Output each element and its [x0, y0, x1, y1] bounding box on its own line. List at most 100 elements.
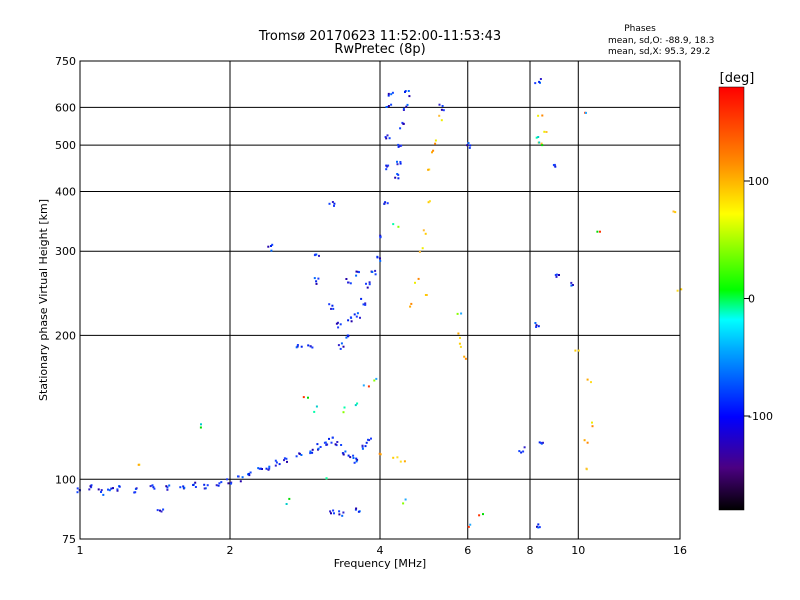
data-point — [680, 288, 683, 291]
data-point — [330, 307, 332, 310]
data-point — [365, 441, 368, 444]
data-point — [522, 450, 525, 453]
data-point — [367, 438, 369, 441]
stats-x-mode: mean, sd,X: 95.3, 29.2 — [608, 47, 710, 57]
data-point — [343, 406, 346, 409]
data-point — [338, 513, 341, 516]
data-point — [364, 302, 367, 305]
data-point — [409, 305, 412, 308]
data-point — [340, 444, 343, 446]
data-point — [331, 304, 334, 307]
data-point — [194, 486, 197, 488]
data-point — [577, 349, 580, 352]
data-point — [354, 404, 357, 407]
data-point — [333, 202, 336, 205]
chart-title: Tromsø 20170623 11:52:00-11:53:43 — [258, 29, 501, 44]
data-point — [379, 257, 381, 260]
data-point — [537, 523, 540, 526]
data-point — [418, 250, 421, 253]
data-point — [342, 453, 345, 456]
data-point — [182, 485, 185, 488]
data-point — [347, 454, 350, 457]
data-point — [332, 509, 335, 512]
data-point — [396, 456, 399, 459]
data-point — [270, 245, 272, 247]
data-point — [414, 281, 416, 284]
data-point — [520, 451, 523, 454]
data-point — [424, 232, 427, 235]
data-point — [356, 402, 359, 405]
data-point — [599, 230, 601, 233]
data-point — [555, 273, 558, 276]
data-point — [316, 443, 319, 446]
data-point — [339, 323, 342, 326]
data-point — [159, 509, 161, 512]
data-point — [467, 142, 470, 145]
data-point — [149, 485, 152, 488]
y-tick-label: 600 — [55, 101, 76, 114]
x-tick-label: 2 — [227, 544, 234, 557]
data-point — [367, 385, 370, 388]
data-point — [268, 465, 271, 468]
data-point — [434, 142, 437, 145]
data-point — [347, 334, 350, 337]
data-point — [542, 441, 544, 444]
y-axis-ticks: 75 100 200 300 400 500 600 750 — [55, 55, 76, 546]
data-point — [396, 160, 398, 163]
data-point — [339, 347, 342, 350]
data-point — [332, 307, 335, 310]
data-point — [300, 454, 303, 456]
data-point — [356, 458, 359, 461]
data-point — [217, 484, 220, 487]
data-point — [330, 512, 332, 515]
data-point — [459, 345, 462, 348]
data-point — [307, 396, 309, 399]
data-point — [478, 514, 481, 517]
data-point — [349, 456, 352, 459]
data-point — [311, 346, 314, 349]
colorbar-ticks: 100 0 -100 — [744, 175, 773, 423]
data-point — [555, 275, 558, 278]
data-point — [168, 484, 171, 487]
data-point — [535, 326, 538, 328]
data-point — [355, 460, 358, 463]
data-point — [384, 136, 387, 138]
data-point — [459, 336, 461, 339]
data-point — [283, 457, 286, 460]
data-point — [537, 325, 540, 328]
data-point — [457, 332, 460, 335]
data-point — [116, 488, 119, 491]
data-point — [215, 484, 218, 487]
data-point — [265, 467, 268, 470]
data-point — [397, 145, 400, 148]
data-point — [438, 103, 441, 106]
data-point — [392, 223, 395, 226]
data-point — [379, 234, 382, 237]
data-point — [313, 254, 316, 257]
data-point — [432, 149, 435, 152]
x-axis-label: Frequency [MHz] — [334, 557, 426, 570]
data-point — [399, 127, 402, 130]
data-point — [431, 151, 433, 154]
data-point — [349, 316, 352, 319]
data-point — [364, 303, 367, 306]
data-point — [410, 302, 413, 305]
data-point — [408, 95, 411, 98]
data-point — [183, 486, 186, 489]
data-point — [331, 201, 334, 203]
data-point — [151, 484, 154, 487]
data-point — [309, 345, 312, 348]
data-point — [352, 457, 355, 459]
y-tick-label: 75 — [62, 533, 76, 546]
data-point — [249, 471, 252, 474]
data-point — [241, 476, 244, 479]
data-point — [271, 243, 274, 246]
data-point — [586, 441, 589, 444]
data-point — [350, 320, 353, 323]
data-point — [298, 452, 301, 455]
data-point — [399, 460, 402, 463]
data-point — [300, 345, 303, 348]
data-point — [428, 168, 431, 171]
data-point — [438, 114, 441, 117]
data-point — [227, 482, 230, 485]
